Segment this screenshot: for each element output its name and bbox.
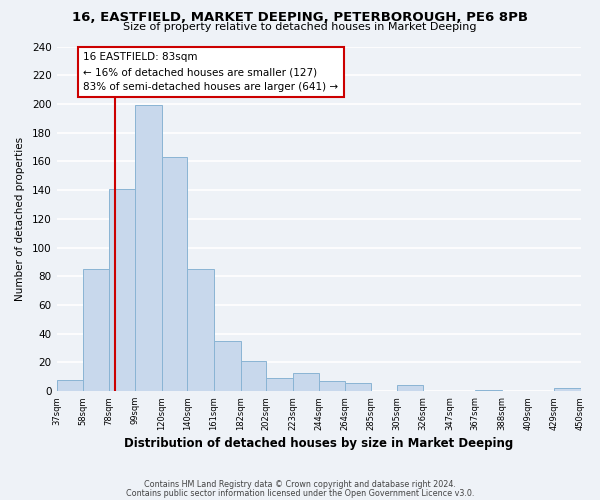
Bar (241, 361, 266, 391)
Bar (293, 372, 319, 391)
Bar (554, 388, 581, 391)
Bar (319, 381, 344, 391)
Text: Contains public sector information licensed under the Open Government Licence v3: Contains public sector information licen… (126, 488, 474, 498)
Bar (475, 390, 502, 391)
Bar (344, 382, 371, 391)
X-axis label: Distribution of detached houses by size in Market Deeping: Distribution of detached houses by size … (124, 437, 513, 450)
Text: 16 EASTFIELD: 83sqm
← 16% of detached houses are smaller (127)
83% of semi-detac: 16 EASTFIELD: 83sqm ← 16% of detached ho… (83, 52, 338, 92)
Bar (266, 378, 293, 391)
Bar (214, 341, 241, 391)
Bar (187, 269, 214, 391)
Text: 16, EASTFIELD, MARKET DEEPING, PETERBOROUGH, PE6 8PB: 16, EASTFIELD, MARKET DEEPING, PETERBORO… (72, 11, 528, 24)
Bar (109, 188, 135, 391)
Bar (83, 269, 109, 391)
Y-axis label: Number of detached properties: Number of detached properties (15, 137, 25, 301)
Bar (56, 380, 83, 391)
Bar (162, 157, 187, 391)
Bar (135, 106, 162, 391)
Text: Contains HM Land Registry data © Crown copyright and database right 2024.: Contains HM Land Registry data © Crown c… (144, 480, 456, 489)
Text: Size of property relative to detached houses in Market Deeping: Size of property relative to detached ho… (123, 22, 477, 32)
Bar (397, 386, 423, 391)
